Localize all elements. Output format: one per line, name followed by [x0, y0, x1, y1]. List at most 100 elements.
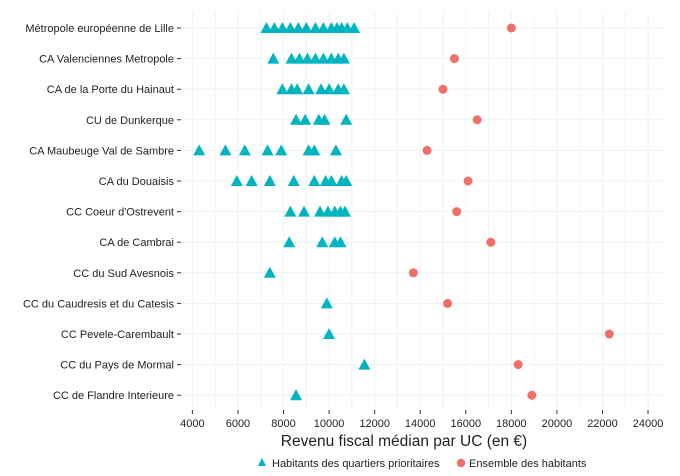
- quartiers-prioritaires-point: [325, 175, 338, 186]
- quartiers-prioritaires-point: [219, 144, 232, 156]
- quartiers-prioritaires-point: [337, 52, 350, 64]
- x-tick-label: 16000: [450, 418, 481, 430]
- x-tick-label: 10000: [314, 418, 345, 430]
- ensemble-habitants-point: [604, 329, 614, 339]
- quartiers-prioritaires-point: [290, 113, 303, 125]
- ensemble-habitants-point: [506, 23, 516, 33]
- quartiers-prioritaires-point: [337, 83, 350, 95]
- legend-circle-marker: [456, 458, 466, 468]
- quartiers-prioritaires-point: [193, 144, 206, 156]
- ensemble-habitants-point: [408, 268, 418, 278]
- x-tick-label: 18000: [496, 418, 527, 430]
- quartiers-prioritaires-point: [276, 22, 289, 33]
- y-tick-label: CC Coeur d'Ostrevent: [66, 207, 174, 219]
- quartiers-prioritaires-point: [334, 236, 347, 248]
- legend-label-ensemble-habitants: Ensemble des habitants: [469, 458, 587, 470]
- quartiers-prioritaires-point: [318, 113, 331, 125]
- y-tick-label: CA Maubeuge Val de Sambre: [29, 145, 174, 157]
- quartiers-prioritaires-point: [245, 175, 258, 186]
- x-axis-title: Revenu fiscal médian par UC (en €): [281, 433, 527, 450]
- y-tick-label: Métropole européenne de Lille: [25, 23, 174, 35]
- quartiers-prioritaires-point: [316, 236, 329, 248]
- ensemble-habitants-point: [443, 298, 453, 308]
- legend-label-quartiers-prioritaires: Habitants des quartiers prioritaires: [272, 458, 440, 470]
- ensemble-habitants-point: [472, 115, 482, 125]
- quartiers-prioritaires-point: [339, 205, 352, 217]
- x-axis: 4000 6000 8000 10000 12000 14000 16000 18000 200…: [180, 410, 663, 430]
- quartiers-prioritaires-point: [320, 297, 333, 309]
- ensemble-habitants-point: [513, 360, 523, 370]
- quartiers-prioritaires-point: [268, 22, 281, 33]
- y-tick-label: CA de la Porte du Hainaut: [47, 84, 174, 96]
- quartiers-prioritaires-point: [309, 22, 322, 33]
- legend: Habitants des quartiers prioritaires Ens…: [258, 458, 587, 470]
- quartiers-prioritaires-point: [308, 175, 321, 186]
- quartiers-prioritaires-point: [317, 22, 330, 33]
- y-tick-label: CA Valenciennes Metropole: [39, 54, 174, 66]
- x-tick-label: 14000: [405, 418, 436, 430]
- quartiers-prioritaires-point: [323, 83, 336, 95]
- quartiers-prioritaires-point: [329, 144, 342, 156]
- ensemble-habitants-point: [452, 207, 462, 217]
- quartiers-prioritaires-point: [287, 175, 300, 186]
- y-tick-label: CC de Flandre Interieure: [53, 390, 174, 402]
- quartiers-prioritaires-point: [291, 83, 304, 95]
- quartiers-prioritaires-point: [285, 52, 298, 64]
- x-tick-label: 12000: [359, 418, 390, 430]
- ensemble-habitants-point: [463, 176, 473, 186]
- quartiers-prioritaires-point: [299, 113, 312, 125]
- quartiers-prioritaires-point: [263, 175, 276, 186]
- y-tick-label: CC du Caudresis et du Catesis: [23, 298, 175, 310]
- quartiers-prioritaires-point: [261, 144, 274, 156]
- y-tick-label: CC du Sud Avesnois: [73, 268, 174, 280]
- quartiers-prioritaires-point: [302, 83, 315, 95]
- quartiers-prioritaires-point: [315, 83, 328, 95]
- x-tick-label: 24000: [633, 418, 664, 430]
- ensemble-habitants-point: [422, 145, 432, 155]
- x-tick-label: 6000: [226, 418, 250, 430]
- ensemble-habitants-point: [449, 54, 459, 64]
- quartiers-prioritaires-point: [275, 144, 288, 156]
- quartiers-prioritaires-point: [317, 52, 330, 64]
- y-tick-label: CC Pevele-Carembault: [61, 329, 174, 341]
- quartiers-prioritaires-point: [267, 52, 280, 64]
- quartiers-prioritaires-point: [276, 83, 289, 95]
- y-tick-label: CC du Pays de Mormal: [60, 360, 174, 372]
- x-tick-label: 22000: [587, 418, 618, 430]
- quartiers-prioritaires-point: [300, 22, 313, 33]
- ensemble-habitants-point: [486, 237, 496, 247]
- x-tick-label: 8000: [271, 418, 295, 430]
- legend-triangle-marker: [258, 458, 266, 466]
- quartiers-prioritaires-point: [309, 52, 322, 64]
- quartiers-prioritaires-point: [323, 328, 336, 339]
- x-tick-label: 4000: [180, 418, 204, 430]
- quartiers-prioritaires-point: [284, 22, 297, 33]
- quartiers-prioritaires-point: [308, 144, 321, 156]
- quartiers-prioritaires-point: [340, 113, 353, 125]
- quartiers-prioritaires-point: [348, 22, 361, 33]
- x-tick-label: 20000: [542, 418, 573, 430]
- quartiers-prioritaires-point: [313, 205, 326, 217]
- quartiers-prioritaires-point: [340, 175, 353, 186]
- y-axis: Métropole européenne de Lille CA Valencie…: [23, 23, 181, 402]
- quartiers-prioritaires-point: [293, 52, 306, 64]
- quartiers-prioritaires-point: [358, 358, 371, 370]
- quartiers-prioritaires-point: [298, 205, 311, 217]
- quartiers-prioritaires-point: [230, 175, 243, 186]
- quartiers-prioritaires-point: [301, 52, 314, 64]
- quartiers-prioritaires-point: [238, 144, 251, 156]
- y-tick-label: CA de Cambrai: [99, 237, 174, 249]
- quartiers-prioritaires-point: [283, 236, 296, 248]
- plot-marks: [193, 22, 614, 401]
- quartiers-prioritaires-point: [263, 266, 276, 278]
- y-tick-label: CU de Dunkerque: [86, 115, 174, 127]
- grid: [181, 12, 664, 410]
- y-tick-label: CA du Douaisis: [99, 176, 175, 188]
- ensemble-habitants-point: [527, 390, 537, 400]
- quartiers-prioritaires-point: [284, 205, 297, 217]
- quartiers-prioritaires-point: [292, 22, 305, 33]
- quartiers-prioritaires-point: [260, 22, 273, 33]
- quartiers-prioritaires-point: [290, 389, 303, 401]
